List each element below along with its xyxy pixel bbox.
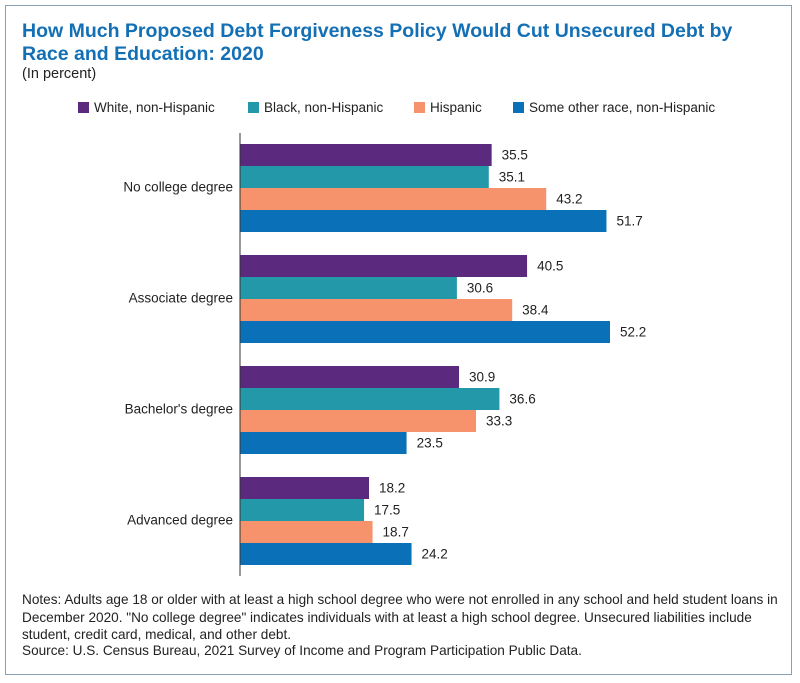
- value-label: 30.6: [467, 281, 493, 296]
- value-label: 18.7: [383, 525, 409, 540]
- legend-swatch: [414, 102, 425, 113]
- value-label: 18.2: [379, 481, 405, 496]
- value-label: 36.6: [509, 392, 535, 407]
- y-tick-label: Advanced degree: [127, 513, 233, 528]
- bar: [240, 255, 528, 277]
- legend-label: Some other race, non-Hispanic: [529, 100, 715, 115]
- value-label: 33.3: [486, 414, 512, 429]
- value-label: 51.7: [616, 214, 642, 229]
- bar: [240, 543, 412, 565]
- bar: [240, 477, 370, 499]
- bar: [240, 321, 610, 343]
- legend-swatch: [78, 102, 89, 113]
- bar: [240, 277, 457, 299]
- value-label: 35.5: [502, 148, 528, 163]
- value-label: 35.1: [499, 170, 525, 185]
- value-label: 52.2: [620, 325, 646, 340]
- y-tick-label: Associate degree: [129, 291, 233, 306]
- bar: [240, 432, 407, 454]
- y-tick-label: Bachelor's degree: [125, 402, 233, 417]
- legend-label: Hispanic: [430, 100, 482, 115]
- bar: [240, 366, 460, 388]
- chart-subtitle: (In percent): [22, 66, 97, 82]
- y-tick-label: No college degree: [123, 180, 233, 195]
- bar: [240, 388, 500, 410]
- notes: Notes: Adults age 18 or older with at le…: [22, 592, 778, 642]
- value-label: 23.5: [417, 436, 443, 451]
- legend-label: Black, non-Hispanic: [264, 100, 384, 115]
- frame: [5, 5, 792, 675]
- value-label: 40.5: [537, 259, 563, 274]
- source: Source: U.S. Census Bureau, 2021 Survey …: [22, 643, 582, 658]
- value-label: 43.2: [556, 192, 582, 207]
- bar: [240, 144, 492, 166]
- legend-swatch: [248, 102, 259, 113]
- value-label: 38.4: [522, 303, 549, 318]
- bar: [240, 410, 477, 432]
- bar: [240, 188, 547, 210]
- value-label: 30.9: [469, 370, 495, 385]
- bar: [240, 299, 513, 321]
- value-label: 24.2: [422, 547, 448, 562]
- legend-swatch: [513, 102, 524, 113]
- value-label: 17.5: [374, 503, 400, 518]
- bar: [240, 166, 489, 188]
- bar: [240, 521, 373, 543]
- legend-label: White, non-Hispanic: [94, 100, 215, 115]
- bar: [240, 499, 365, 521]
- bar: [240, 210, 607, 232]
- chart-title: How Much Proposed Debt Forgiveness Polic…: [22, 20, 733, 65]
